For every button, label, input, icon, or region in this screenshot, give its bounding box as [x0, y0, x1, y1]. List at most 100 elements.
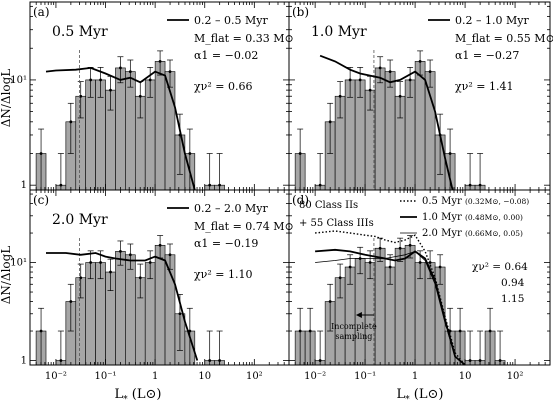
chi2-label: χν² = 1.41 — [455, 80, 513, 93]
count-line: + 55 Class IIIs — [299, 218, 374, 229]
model-curve-solid — [46, 252, 199, 361]
data-point — [158, 243, 162, 247]
bar — [424, 71, 436, 191]
annotation-text: sampling — [335, 332, 372, 341]
x-tick-label: 1 — [152, 371, 158, 382]
bar — [414, 61, 426, 191]
panel-2-tick-labels: 10⁻² 10⁻¹ 1 10 10² 1 10¹ — [10, 258, 262, 382]
arrow-head — [355, 312, 362, 318]
data-point — [348, 78, 352, 82]
data-point — [328, 300, 332, 303]
bar — [394, 247, 406, 366]
data-point — [488, 329, 492, 333]
data-point — [218, 359, 222, 362]
bar — [374, 67, 386, 191]
panel-frames-layer — [29, 1, 551, 366]
data-point — [418, 261, 422, 264]
data-point — [348, 265, 352, 269]
data-point — [59, 183, 63, 187]
data-point — [378, 246, 382, 250]
panel-3-ticks — [288, 190, 551, 365]
data-point — [79, 276, 83, 280]
panel-text-layer: 1 10¹ (a)0.5 Myr 0.2 – 0.5 Myr M_flat = 0.33… — [10, 5, 553, 382]
data-point — [368, 88, 372, 92]
svg-text:L* (L⊙): L* (L⊙) — [397, 387, 444, 405]
panel-label: (b) — [292, 5, 309, 19]
data-point — [188, 329, 192, 333]
bar — [125, 71, 136, 191]
age-label: 2.0 Myr — [52, 212, 108, 228]
y-tick-label: 1 — [21, 180, 27, 191]
data-point — [338, 276, 342, 280]
y-tick-label: 1 — [21, 356, 27, 367]
y-tick-label: 10¹ — [10, 258, 27, 269]
panel-3-bars — [294, 244, 506, 366]
legend-text: 0.2 – 2.0 Myr — [194, 202, 268, 215]
count-line: 80 Class IIs — [299, 200, 358, 211]
param-alpha: α1 = −0.02 — [194, 49, 258, 62]
data-point — [69, 300, 73, 303]
data-point — [128, 253, 132, 257]
data-point — [298, 152, 302, 155]
x-axis-label-sub: * — [123, 395, 128, 405]
bar — [354, 258, 366, 366]
x-tick-label: 10⁻² — [304, 371, 326, 382]
param-alpha: α1 = −0.19 — [194, 237, 258, 250]
legend-params: (0.48M⊙, 0.00) — [465, 213, 523, 222]
age-label: 1.0 Myr — [311, 24, 367, 40]
chi2-label: χν² = 0.66 — [194, 80, 252, 93]
data-point — [428, 70, 432, 73]
data-point — [498, 359, 502, 362]
bar — [154, 61, 166, 191]
data-point — [468, 183, 472, 187]
param-alpha: α1 = −0.27 — [455, 49, 519, 62]
data-point — [478, 183, 482, 187]
panel-label: (c) — [33, 193, 49, 207]
x-axis-label-unit: (L⊙) — [414, 387, 444, 402]
histogram-bars-layer — [35, 50, 506, 366]
model-curves-layer — [45, 54, 466, 366]
param-mflat: M_flat = 0.55 M⊙ — [455, 32, 553, 45]
data-point — [408, 243, 412, 247]
data-point — [39, 329, 43, 333]
data-point — [128, 70, 132, 73]
data-point — [148, 261, 152, 264]
x-tick-label: 10⁻¹ — [354, 371, 376, 382]
bar — [115, 67, 126, 191]
data-point — [388, 265, 392, 269]
model-curve-solid — [45, 66, 196, 191]
legend-text: 0.2 – 1.0 Myr — [455, 14, 529, 27]
data-point — [318, 359, 322, 362]
data-point — [168, 253, 172, 257]
bar — [115, 251, 126, 366]
data-point — [328, 120, 332, 124]
x-tick-label: 10⁻¹ — [95, 371, 117, 382]
data-point — [218, 183, 222, 187]
panel-0-annotations: (a)0.5 Myr 0.2 – 0.5 Myr M_flat = 0.33 M⊙ α… — [33, 5, 294, 93]
data-point — [448, 329, 452, 333]
data-point — [398, 94, 402, 98]
x-axis-label-right: L* (L⊙) — [397, 387, 444, 405]
x-axis-label-left: L* (L⊙) — [115, 387, 162, 405]
panel-2-errorbars — [38, 235, 223, 365]
data-point — [109, 88, 112, 92]
data-point — [178, 312, 182, 316]
chi2-value: 0.94 — [501, 277, 525, 289]
data-point — [119, 66, 122, 70]
x-tick-label: 10² — [246, 371, 263, 382]
data-point — [468, 359, 472, 362]
data-point — [408, 78, 412, 82]
bar — [125, 254, 136, 366]
panel-1-annotations: (b)1.0 Myr 0.2 – 1.0 Myr M_flat = 0.55 M⊙ α… — [292, 5, 553, 93]
svg-text:L* (L⊙): L* (L⊙) — [115, 387, 162, 405]
data-point — [89, 261, 93, 264]
data-point — [308, 329, 312, 333]
data-point — [418, 59, 422, 63]
data-point — [438, 265, 442, 269]
data-point — [99, 261, 102, 264]
bar — [154, 244, 166, 366]
x-tick-label: 10² — [507, 371, 524, 382]
legend-text: 0.5 Myr (0.32M⊙, −0.08) — [422, 196, 529, 207]
data-point — [398, 246, 402, 250]
